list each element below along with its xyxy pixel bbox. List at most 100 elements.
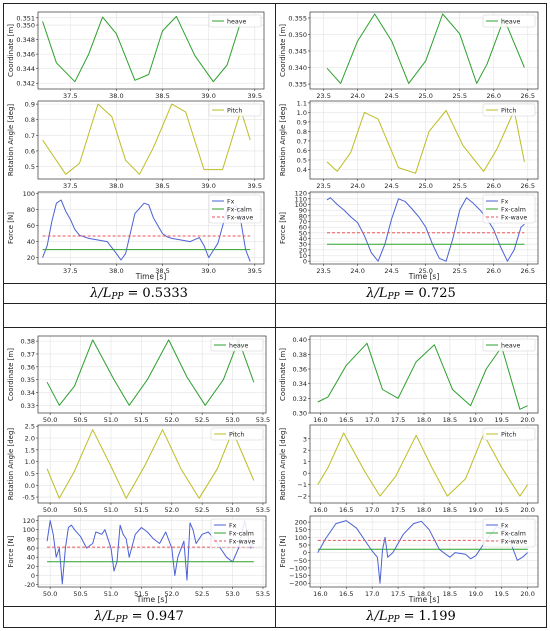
y-tick-label: −50 <box>293 557 307 565</box>
x-tick-label: 26.0 <box>487 267 501 275</box>
legend-box <box>208 14 262 28</box>
x-tick-label: 25.5 <box>452 182 466 190</box>
axes-frame <box>309 424 539 504</box>
legend-label: Fx-wave <box>227 214 253 221</box>
legend-label: Pitch <box>501 431 516 438</box>
series-line-fx <box>326 197 525 262</box>
x-tick-label: 53.0 <box>225 506 239 514</box>
x-tick-label: 19.5 <box>494 590 508 598</box>
x-tick-label: 24.5 <box>384 92 398 100</box>
y-axis-label: Rotation Angle [deg] <box>7 428 15 501</box>
legend-label: Fx-wave <box>229 538 255 545</box>
x-tick-label: 26.5 <box>521 267 535 275</box>
y-tick-label: 1 <box>303 458 307 466</box>
y-tick-label: 0.342 <box>16 80 35 88</box>
series-line-pitch <box>317 432 529 497</box>
legend: Pitch <box>482 103 536 117</box>
x-tick-label: 50.0 <box>43 506 57 514</box>
x-tick-label: 24.0 <box>350 92 364 100</box>
axes-frame <box>309 11 539 90</box>
y-tick-label: 0.38 <box>21 338 35 346</box>
y-tick-label: 0.7 <box>297 137 307 145</box>
x-tick-label: 52.5 <box>195 590 209 598</box>
panel-1-3: 20 40 60 80 100 37.5 38.0 38.5 39.0 39.5 Force [N]… <box>7 190 265 275</box>
series-line-heave <box>42 15 242 83</box>
case-caption-4: λ/LPP = 1.199 <box>276 607 546 627</box>
axes-frame <box>37 191 265 265</box>
x-tick-label: 39.5 <box>248 182 262 190</box>
legend-label: heave <box>229 342 248 349</box>
x-tick-label: 53.5 <box>256 416 270 424</box>
x-tick-label: 25.5 <box>452 92 466 100</box>
legend-label: heave <box>501 342 520 349</box>
legend-label: Fx-calm <box>501 206 526 213</box>
y-tick-label: 0 <box>303 470 307 478</box>
x-tick-label: 23.5 <box>316 182 330 190</box>
x-tick-label: 17.0 <box>365 416 379 424</box>
series-line-heave <box>326 13 525 84</box>
y-tick-label: 100 <box>295 534 307 542</box>
x-tick-label: 17.0 <box>365 506 379 514</box>
vertical-divider <box>275 3 276 628</box>
legend: heave <box>482 14 536 28</box>
y-axis-label: Force [N] <box>279 212 287 244</box>
x-tick-label: 39.5 <box>248 92 262 100</box>
legend-label: Fx <box>501 198 509 205</box>
x-tick-label: 19.0 <box>469 506 483 514</box>
x-tick-label: 23.5 <box>316 267 330 275</box>
y-tick-label: −200 <box>289 580 307 588</box>
y-tick-label: 80 <box>27 206 35 214</box>
panel-4-1: 0.30 0.32 0.34 0.36 0.38 0.40 16.0 16.5 17.0 17.5… <box>279 335 539 424</box>
series-line-heave <box>46 339 255 406</box>
axes-frame <box>309 100 539 180</box>
x-tick-label: 39.0 <box>201 92 215 100</box>
x-tick-label: 37.5 <box>63 182 77 190</box>
x-tick-label: 38.0 <box>109 267 123 275</box>
x-tick-label: 23.5 <box>316 92 330 100</box>
x-tick-label: 52.0 <box>165 416 179 424</box>
x-tick-label: 18.5 <box>443 416 457 424</box>
x-tick-label: 37.5 <box>63 267 77 275</box>
y-tick-label: 100 <box>23 526 35 534</box>
x-tick-label: 18.5 <box>443 590 457 598</box>
x-tick-label: 39.0 <box>201 182 215 190</box>
y-tick-label: 100 <box>23 190 35 198</box>
x-tick-label: 51.0 <box>104 416 118 424</box>
series-line-pitch <box>326 110 525 174</box>
y-axis-label: Force [N] <box>7 212 15 244</box>
y-tick-label: 90 <box>299 207 307 215</box>
x-tick-label: 19.0 <box>469 416 483 424</box>
x-tick-label: 38.5 <box>155 92 169 100</box>
y-axis-label: Force [N] <box>279 535 287 567</box>
legend-box <box>482 194 536 224</box>
x-tick-label: 18.0 <box>417 506 431 514</box>
legend-box <box>208 103 262 117</box>
y-tick-label: 20 <box>27 563 35 571</box>
case-caption-text-2: λ/LPP = 0.725 <box>366 286 456 302</box>
y-axis-label: Coordinate [m] <box>279 24 287 77</box>
series-line-fx <box>42 199 251 262</box>
x-tick-label: 51.5 <box>134 506 148 514</box>
legend-label: Fx <box>227 198 235 205</box>
legend-label: heave <box>227 18 246 25</box>
y-tick-label: 0.36 <box>293 366 307 374</box>
legend-label: Fx-wave <box>501 538 527 545</box>
x-tick-label: 17.5 <box>391 590 405 598</box>
x-tick-label: 20.0 <box>520 416 534 424</box>
y-axis-label: Rotation Angle [deg] <box>7 104 15 177</box>
y-tick-label: −150 <box>289 572 307 580</box>
x-tick-label: 19.0 <box>469 590 483 598</box>
y-tick-label: 20 <box>27 254 35 262</box>
chart-svg-4: 0.30 0.32 0.34 0.36 0.38 0.40 16.0 16.5 17.0 17.5… <box>279 335 539 604</box>
x-tick-label: 52.0 <box>165 590 179 598</box>
x-tick-label: 51.0 <box>104 590 118 598</box>
x-tick-label: 16.0 <box>313 506 327 514</box>
chart-cell-1: 0.342 0.344 0.346 0.348 0.350 0.351 37.5 38.0 38… <box>4 4 274 283</box>
y-tick-label: 0.5 <box>25 163 35 171</box>
y-tick-label: -20 <box>24 581 35 589</box>
